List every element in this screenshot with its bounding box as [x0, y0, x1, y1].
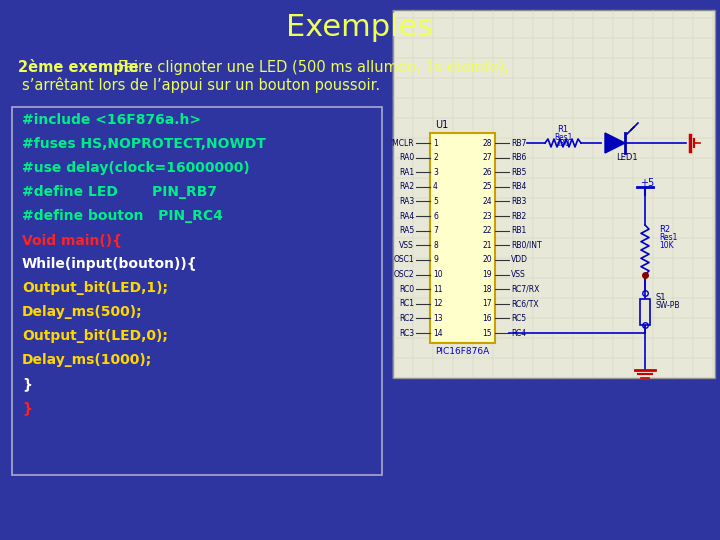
Text: 13: 13: [433, 314, 443, 323]
Text: 10K: 10K: [659, 240, 674, 249]
Text: 28: 28: [482, 138, 492, 147]
Text: OSC2: OSC2: [393, 270, 414, 279]
Text: #fuses HS,NOPROTECT,NOWDT: #fuses HS,NOPROTECT,NOWDT: [22, 137, 266, 151]
Text: S1: S1: [655, 294, 665, 302]
Text: RB2: RB2: [511, 212, 526, 220]
Text: s’arrêtant lors de l’appui sur un bouton poussoir.: s’arrêtant lors de l’appui sur un bouton…: [22, 77, 380, 93]
Text: 5: 5: [433, 197, 438, 206]
Text: VDD: VDD: [511, 255, 528, 265]
Polygon shape: [605, 133, 625, 153]
Bar: [393, 10, 715, 378]
Text: 2ème exemple :: 2ème exemple :: [18, 59, 155, 75]
Text: Delay_ms(1000);: Delay_ms(1000);: [22, 353, 152, 367]
Text: RC4: RC4: [511, 328, 526, 338]
Text: RC6/TX: RC6/TX: [511, 299, 539, 308]
Text: U1: U1: [435, 120, 449, 130]
Text: R1: R1: [557, 125, 569, 133]
Text: RB0/INT: RB0/INT: [511, 241, 541, 250]
Text: 23: 23: [482, 212, 492, 220]
Text: Res1: Res1: [659, 233, 678, 241]
Text: 330: 330: [556, 139, 570, 148]
Text: RB7: RB7: [511, 138, 526, 147]
Text: 15: 15: [482, 328, 492, 338]
Text: 'MCLR: 'MCLR: [390, 138, 414, 147]
Text: 10: 10: [433, 270, 443, 279]
Text: Void main(){: Void main(){: [22, 233, 122, 247]
Text: 3: 3: [433, 168, 438, 177]
Text: }: }: [22, 377, 32, 391]
Text: +5: +5: [640, 178, 654, 188]
Text: RB5: RB5: [511, 168, 526, 177]
Text: #define bouton   PIN_RC4: #define bouton PIN_RC4: [22, 209, 223, 223]
Text: 22: 22: [482, 226, 492, 235]
Text: RB4: RB4: [511, 183, 526, 191]
Text: 21: 21: [482, 241, 492, 250]
Text: LED1: LED1: [616, 152, 638, 161]
Text: RA3: RA3: [399, 197, 414, 206]
Text: Exemples: Exemples: [287, 14, 433, 43]
Text: RC5: RC5: [511, 314, 526, 323]
Text: 25: 25: [482, 183, 492, 191]
Text: 9: 9: [433, 255, 438, 265]
Text: 12: 12: [433, 299, 443, 308]
Text: Output_bit(LED,0);: Output_bit(LED,0);: [22, 329, 168, 343]
Text: 18: 18: [482, 285, 492, 294]
Text: 19: 19: [482, 270, 492, 279]
Text: RA4: RA4: [399, 212, 414, 220]
Text: Output_bit(LED,1);: Output_bit(LED,1);: [22, 281, 168, 295]
Text: 1: 1: [433, 138, 438, 147]
Text: RB1: RB1: [511, 226, 526, 235]
Text: RC1: RC1: [399, 299, 414, 308]
Text: 8: 8: [433, 241, 438, 250]
Text: RB6: RB6: [511, 153, 526, 162]
Text: RA1: RA1: [399, 168, 414, 177]
Text: #define LED       PIN_RB7: #define LED PIN_RB7: [22, 185, 217, 199]
Text: RA2: RA2: [399, 183, 414, 191]
Text: RC2: RC2: [399, 314, 414, 323]
Text: RC0: RC0: [399, 285, 414, 294]
Bar: [12, 107, 382, 475]
Text: RA5: RA5: [399, 226, 414, 235]
Text: 27: 27: [482, 153, 492, 162]
Text: 4: 4: [433, 183, 438, 191]
Text: 24: 24: [482, 197, 492, 206]
Text: VSS: VSS: [400, 241, 414, 250]
Text: 20: 20: [482, 255, 492, 265]
Text: Faire clignoter une LED (500 ms allumée, 1s éteinte),: Faire clignoter une LED (500 ms allumée,…: [118, 59, 509, 75]
Text: #include <16F876a.h>: #include <16F876a.h>: [22, 113, 201, 127]
Text: RC3: RC3: [399, 328, 414, 338]
Text: Res1: Res1: [554, 132, 572, 141]
Text: #use delay(clock=16000000): #use delay(clock=16000000): [22, 161, 250, 175]
Text: While(input(bouton)){: While(input(bouton)){: [22, 257, 197, 271]
Text: RA0: RA0: [399, 153, 414, 162]
Text: Delay_ms(500);: Delay_ms(500);: [22, 305, 143, 319]
Text: RB3: RB3: [511, 197, 526, 206]
Text: 2: 2: [433, 153, 438, 162]
Text: SW-PB: SW-PB: [655, 301, 680, 310]
Text: 26: 26: [482, 168, 492, 177]
Text: VSS: VSS: [511, 270, 526, 279]
Text: 14: 14: [433, 328, 443, 338]
Text: }: }: [22, 401, 32, 415]
Text: 6: 6: [433, 212, 438, 220]
Text: 16: 16: [482, 314, 492, 323]
Text: R2: R2: [659, 225, 670, 233]
Text: PIC16F876A: PIC16F876A: [436, 347, 490, 355]
Text: 17: 17: [482, 299, 492, 308]
Text: OSC1: OSC1: [393, 255, 414, 265]
Text: 11: 11: [433, 285, 443, 294]
Text: RC7/RX: RC7/RX: [511, 285, 539, 294]
Bar: [430, 133, 495, 343]
Text: 7: 7: [433, 226, 438, 235]
Bar: [640, 299, 650, 325]
